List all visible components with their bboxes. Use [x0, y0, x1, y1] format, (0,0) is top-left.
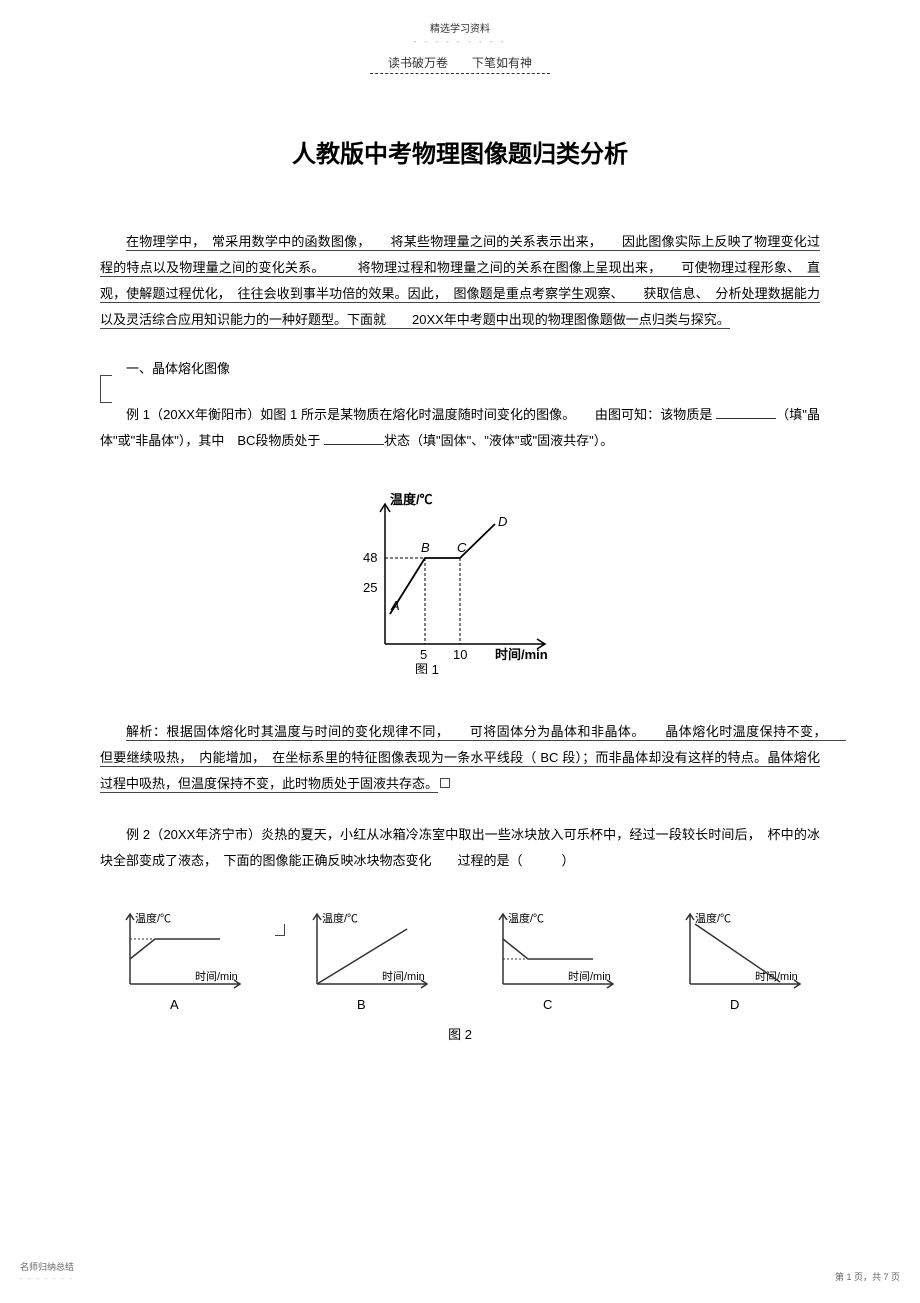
- svg-text:时间/min: 时间/min: [568, 970, 611, 983]
- box-marker-2: [275, 924, 285, 936]
- ytick-48: 48: [363, 550, 377, 565]
- header-dots: - - - - - - - - -: [100, 37, 820, 46]
- option-label-A: A: [170, 997, 179, 1012]
- option-chart-B: 温度/℃ 时间/min B: [287, 904, 447, 1014]
- multi-chart-row: 温度/℃ 时间/min A 温度/℃ 时间/min B 温度/℃ 时间/min …: [100, 904, 820, 1014]
- footer-left: 名师归纳总结 - - - - - - -: [20, 1260, 74, 1283]
- svg-text:温度/℃: 温度/℃: [695, 911, 731, 925]
- chart-1-container: 温度/℃ 时间/min 48 25 5 10 A B C D 图 1: [100, 484, 820, 679]
- svg-text:温度/℃: 温度/℃: [508, 911, 544, 925]
- option-chart-D: 温度/℃ 时间/min D: [660, 904, 820, 1014]
- chart-1-caption: 图 1: [415, 662, 439, 674]
- svg-text:时间/min: 时间/min: [382, 970, 425, 983]
- option-chart-A: 温度/℃ 时间/min A: [100, 904, 260, 1014]
- svg-text:时间/min: 时间/min: [755, 970, 798, 983]
- header-mid: 读书破万卷 下笔如有神: [370, 54, 550, 74]
- analysis-1: 解析：根据固体熔化时其温度与时间的变化规律不同， 可将固体分为晶体和非晶体。 晶…: [100, 719, 820, 797]
- x-axis-label: 时间/min: [495, 647, 548, 662]
- option-label-C: C: [543, 997, 552, 1012]
- left-bracket-marker: [100, 375, 112, 403]
- intro-paragraph: 在物理学中， 常采用数学中的函数图像， 将某些物理量之间的关系表示出来， 因此图…: [100, 229, 820, 333]
- figure-2-caption: 图 2: [100, 1024, 820, 1043]
- example-1-text: 例 1（20XX年衡阳市）如图 1 所示是某物质在熔化时温度随时间变化的图像。 …: [100, 402, 820, 454]
- header-small: 精选学习资料: [100, 20, 820, 35]
- svg-text:温度/℃: 温度/℃: [322, 911, 358, 925]
- svg-text:温度/℃: 温度/℃: [135, 911, 171, 925]
- xtick-10: 10: [453, 647, 467, 662]
- section-title-1: 一、晶体熔化图像: [100, 358, 820, 377]
- example-2-text: 例 2（20XX年济宁市）炎热的夏天，小红从冰箱冷冻室中取出一些冰块放入可乐杯中…: [100, 822, 820, 874]
- inline-box-marker: [440, 778, 450, 788]
- option-label-B: B: [357, 997, 366, 1012]
- y-axis-label: 温度/℃: [390, 492, 433, 507]
- point-B: B: [421, 540, 430, 555]
- xtick-5: 5: [420, 647, 427, 662]
- point-A: A: [390, 598, 400, 613]
- point-D: D: [498, 514, 507, 529]
- ytick-25: 25: [363, 580, 377, 595]
- option-label-D: D: [730, 997, 739, 1012]
- main-title: 人教版中考物理图像题归类分析: [100, 134, 820, 169]
- footer-right: 第 1 页，共 7 页: [835, 1270, 900, 1283]
- point-C: C: [457, 540, 467, 555]
- option-chart-C: 温度/℃ 时间/min C: [473, 904, 633, 1014]
- melting-chart: 温度/℃ 时间/min 48 25 5 10 A B C D 图 1: [345, 484, 575, 674]
- svg-text:时间/min: 时间/min: [195, 970, 238, 983]
